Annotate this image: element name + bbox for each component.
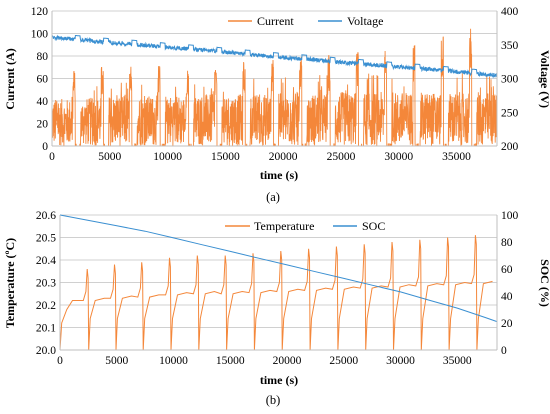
panel-b-xlabel: time (s)	[260, 373, 298, 387]
legend-label-soc: SOC	[362, 219, 385, 233]
panel-b-chart: 20.0 20.1 20.2 20.3 20.4 20.5 20.6 0 20 40 60 80 100…	[3, 210, 550, 407]
xtick-label: 25000	[329, 355, 358, 367]
ytick-left-label: 20.0	[36, 345, 56, 357]
panel-a-caption: (a)	[266, 190, 280, 204]
ytick-left-label: 0	[42, 141, 48, 153]
panel-a-axes	[51, 11, 498, 147]
xtick-label: 10000	[153, 151, 182, 163]
panel-a-xlabel: time (s)	[260, 168, 298, 182]
ytick-left-label: 20.4	[36, 255, 56, 267]
legend-label-current: Current	[257, 14, 294, 28]
ytick-left-label: 40	[37, 96, 49, 108]
legend-label-voltage: Voltage	[347, 14, 383, 28]
ytick-left-label: 120	[31, 6, 49, 18]
panel-a-legend: Current Voltage	[228, 14, 383, 28]
xtick-label: 5000	[98, 151, 121, 163]
panel-b-caption: (b)	[266, 393, 281, 407]
panel-b-axes	[59, 215, 498, 351]
ytick-right-label: 100	[501, 210, 519, 222]
xtick-label: 5000	[105, 355, 128, 367]
panel-a-ylabel-right: Voltage (V)	[538, 50, 550, 108]
panel-a-voltage-series	[51, 34, 498, 79]
panel-b-ylabel-right: SOC (%)	[538, 259, 550, 307]
panel-b-temperature-series	[59, 235, 493, 351]
xtick-label: 0	[49, 151, 55, 163]
panel-b-legend: Temperature SOC	[225, 219, 385, 233]
ytick-right-label: 20	[501, 318, 513, 330]
voltage-trace	[51, 34, 498, 79]
panel-a-ylabel-left: Current (A)	[3, 48, 17, 109]
ytick-left-label: 20.2	[36, 300, 56, 312]
ytick-left-label: 60	[37, 74, 49, 86]
ytick-right-label: 0	[501, 345, 507, 357]
ytick-right-label: 350	[501, 40, 519, 52]
xtick-label: 30000	[384, 151, 413, 163]
ytick-left-label: 20.5	[36, 233, 56, 245]
ytick-left-label: 20	[37, 119, 49, 131]
xtick-label: 15000	[216, 355, 245, 367]
xtick-label: 25000	[327, 151, 356, 163]
panel-a-ticks: 0 20 40 60 80 100 120 200 250 300 350 400 0 5000 10000…	[31, 6, 519, 163]
ytick-left-label: 100	[31, 29, 49, 41]
xtick-label: 35000	[442, 151, 471, 163]
current-trace	[51, 28, 498, 147]
ytick-right-label: 400	[501, 6, 519, 18]
xtick-label: 15000	[211, 151, 240, 163]
ytick-left-label: 20.1	[36, 323, 56, 335]
xtick-label: 20000	[273, 355, 302, 367]
ytick-right-label: 250	[501, 107, 519, 119]
ytick-left-label: 20.6	[36, 210, 56, 222]
ytick-right-label: 80	[501, 237, 513, 249]
ytick-left-label: 20.3	[36, 278, 56, 290]
ytick-right-label: 60	[501, 264, 513, 276]
ytick-right-label: 200	[501, 141, 519, 153]
xtick-label: 30000	[386, 355, 415, 367]
legend-label-temperature: Temperature	[254, 219, 314, 233]
panel-b-soc-series	[59, 214, 498, 323]
panel-b-ticks: 20.0 20.1 20.2 20.3 20.4 20.5 20.6 0 20 40 60 80 100…	[36, 210, 519, 367]
soc-line	[59, 214, 498, 323]
xtick-label: 20000	[269, 151, 298, 163]
panel-b-ylabel-left: Temperature (ºC)	[3, 238, 17, 328]
panel-a-chart: 0 20 40 60 80 100 120 200 250 300 350 400 0 5000 10000…	[3, 6, 550, 204]
ytick-right-label: 300	[501, 74, 519, 86]
xtick-label: 10000	[159, 355, 188, 367]
temperature-trace	[59, 235, 493, 351]
xtick-label: 35000	[443, 355, 472, 367]
panel-a-current-series	[51, 28, 498, 147]
ytick-right-label: 40	[501, 291, 513, 303]
ytick-left-label: 80	[37, 51, 49, 63]
panel-b-grid	[60, 214, 497, 328]
xtick-label: 0	[57, 355, 63, 367]
